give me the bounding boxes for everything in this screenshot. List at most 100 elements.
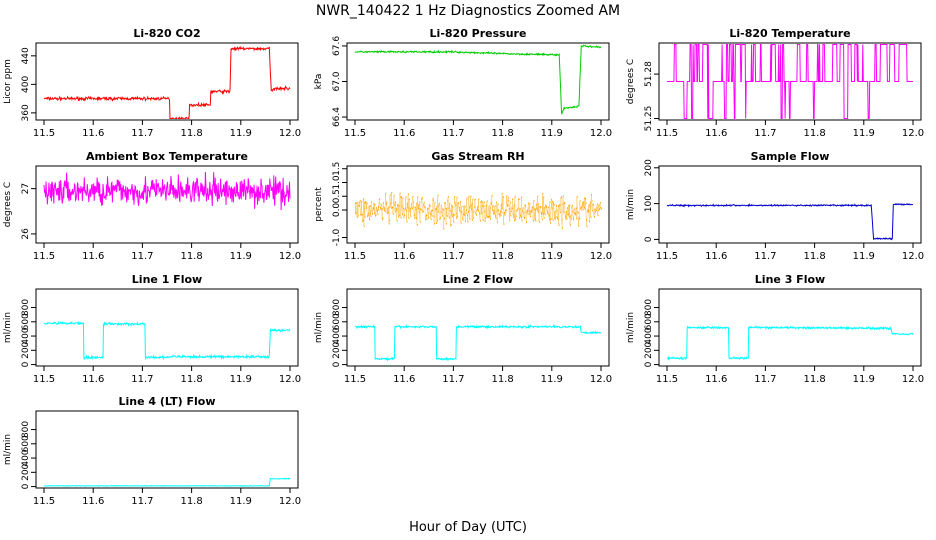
y-tick-label: 400 [21, 327, 31, 344]
x-tick-label: 11.9 [541, 128, 563, 139]
x-tick-label: 11.5 [344, 374, 366, 385]
y-axis-label: degrees C [3, 182, 13, 227]
figure-xlabel: Hour of Day (UTC) [409, 520, 527, 535]
x-tick-label: 11.5 [33, 128, 55, 139]
x-tick-label: 11.8 [803, 128, 825, 139]
plot-area [43, 320, 291, 361]
x-tick-label: 11.7 [754, 251, 776, 262]
x-tick-label: 11.8 [180, 374, 202, 385]
x-tick-label: 12.0 [590, 128, 612, 139]
x-tick-label: 11.7 [131, 374, 153, 385]
y-axis-label: kPa [314, 74, 324, 90]
chart-panel: Li-820 Pressure 11.5 11.6 11.7 11.8 11.9 12.0 6… [314, 27, 612, 139]
y-axis-label: ml/min [626, 189, 636, 220]
y-tick-label: 400 [21, 75, 31, 92]
y-tick-label: 400 [21, 449, 31, 466]
x-tick-label: 11.8 [491, 251, 513, 262]
plot-frame [658, 42, 922, 121]
y-tick-label: 400 [644, 327, 654, 344]
plot-frame [346, 288, 610, 367]
y-tick-label: 600 [21, 435, 31, 452]
x-tick-label: 12.0 [902, 128, 924, 139]
y-tick-label: 1.5 [332, 162, 342, 176]
x-tick-label: 11.9 [541, 251, 563, 262]
y-tick-label: 800 [21, 421, 31, 438]
x-tick-label: 11.5 [656, 128, 678, 139]
series-line [667, 44, 913, 119]
plot-frame [35, 288, 299, 367]
series-points [355, 192, 602, 230]
y-tick-label: 600 [644, 313, 654, 330]
plot-frame [35, 410, 299, 489]
plot-frame [35, 165, 299, 244]
y-axis-label: ml/min [626, 312, 636, 343]
x-tick-label: 11.8 [491, 374, 513, 385]
plot-frame [346, 42, 610, 121]
x-tick-label: 12.0 [279, 128, 301, 139]
y-axis-label: ml/min [3, 312, 13, 343]
series-line [43, 320, 291, 361]
y-tick-label: 0 [332, 361, 342, 367]
y-tick-label: 66.4 [332, 107, 342, 127]
x-tick-label: 11.8 [491, 128, 513, 139]
x-tick-label: 11.6 [82, 496, 104, 507]
y-tick-label: 67.6 [332, 36, 342, 56]
x-tick-label: 11.5 [656, 374, 678, 385]
panel-title: Line 4 (LT) Flow [119, 395, 216, 408]
x-tick-label: 11.5 [33, 374, 55, 385]
plot-area [666, 203, 913, 241]
x-tick-label: 11.5 [33, 496, 55, 507]
series-line [354, 324, 602, 362]
x-tick-label: 11.9 [230, 251, 252, 262]
plot-frame [35, 42, 299, 121]
x-tick-label: 11.8 [803, 374, 825, 385]
panel-title: Li-820 Temperature [729, 27, 850, 40]
x-tick-label: 12.0 [590, 251, 612, 262]
y-tick-label: 200 [21, 341, 31, 358]
panel-title: Sample Flow [751, 150, 830, 163]
y-tick-label: -1.0 [332, 228, 342, 246]
y-tick-label: 600 [332, 313, 342, 330]
x-tick-label: 11.5 [33, 251, 55, 262]
y-tick-label: 600 [21, 313, 31, 330]
chart-panel: Li-820 CO2 11.5 11.6 11.7 11.8 11.9 12.0 360 400… [3, 27, 301, 139]
chart-panel: Line 2 Flow 11.5 11.6 11.7 11.8 11.9 12.0 0 2004… [314, 273, 612, 385]
chart-panel: Line 3 Flow 11.5 11.6 11.7 11.8 11.9 12.0 0 2004… [626, 273, 924, 385]
y-tick-label: 200 [644, 341, 654, 358]
y-tick-label: 440 [21, 47, 31, 64]
panel-title: Line 1 Flow [132, 273, 202, 286]
y-tick-label: 51.28 [644, 61, 654, 87]
y-tick-label: 0 [644, 236, 654, 242]
plot-area [354, 324, 602, 362]
chart-panel: Li-820 Temperature 11.5 11.6 11.7 11.8 11.9 12… [626, 27, 924, 139]
x-tick-label: 11.7 [442, 251, 464, 262]
x-tick-label: 11.8 [180, 128, 202, 139]
y-axis-label: ml/min [3, 434, 13, 465]
y-tick-label: 67.0 [332, 71, 342, 91]
x-tick-label: 11.6 [705, 251, 727, 262]
x-tick-label: 11.5 [344, 251, 366, 262]
plot-area [666, 325, 914, 361]
x-tick-label: 11.9 [853, 128, 875, 139]
panel-title: Li-820 CO2 [133, 27, 200, 40]
y-tick-label: 200 [644, 159, 654, 176]
y-axis-label: degrees C [626, 59, 636, 104]
x-tick-label: 11.7 [131, 251, 153, 262]
x-tick-label: 12.0 [279, 496, 301, 507]
y-axis-label: ml/min [314, 312, 324, 343]
x-tick-label: 11.6 [705, 374, 727, 385]
y-tick-label: 200 [332, 341, 342, 358]
x-tick-label: 11.7 [754, 374, 776, 385]
x-tick-label: 11.9 [230, 128, 252, 139]
panel-title: Li-820 Pressure [430, 27, 527, 40]
x-tick-label: 11.7 [131, 128, 153, 139]
x-tick-label: 11.8 [180, 251, 202, 262]
y-tick-label: 400 [332, 327, 342, 344]
chart-panel: Line 4 (LT) Flow 11.5 11.6 11.7 11.8 11.9 12.0… [3, 395, 301, 507]
y-tick-label: 800 [21, 299, 31, 316]
x-tick-label: 12.0 [902, 374, 924, 385]
x-tick-label: 11.8 [180, 496, 202, 507]
x-tick-label: 11.9 [230, 374, 252, 385]
panels-container: Li-820 CO2 11.5 11.6 11.7 11.8 11.9 12.0 360 400… [3, 27, 924, 507]
